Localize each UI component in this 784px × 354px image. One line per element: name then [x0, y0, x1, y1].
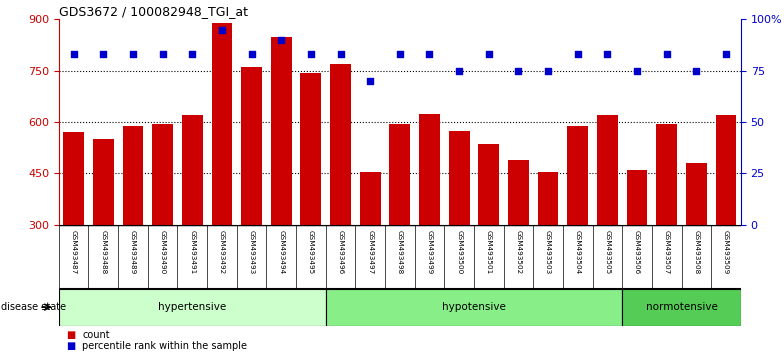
Bar: [122, 126, 143, 225]
Point: [631, 68, 644, 74]
Point: [572, 52, 584, 57]
Point: [423, 52, 436, 57]
Text: GSM493498: GSM493498: [397, 230, 403, 274]
Text: GSM493495: GSM493495: [308, 230, 314, 274]
Text: GSM493506: GSM493506: [634, 230, 640, 274]
Text: GSM493503: GSM493503: [545, 230, 551, 274]
Bar: [419, 114, 440, 225]
Point: [542, 68, 554, 74]
Bar: [325, 289, 622, 326]
Text: GSM493505: GSM493505: [604, 230, 611, 274]
Text: GSM493499: GSM493499: [426, 230, 433, 274]
Point: [364, 78, 376, 84]
Text: count: count: [82, 330, 110, 339]
Bar: [716, 115, 736, 225]
Text: ■: ■: [66, 341, 75, 351]
Bar: [656, 124, 677, 225]
Text: GSM493507: GSM493507: [664, 230, 670, 274]
Text: GSM493489: GSM493489: [130, 230, 136, 274]
Bar: [212, 23, 232, 225]
Bar: [93, 139, 114, 225]
Text: GSM493509: GSM493509: [723, 230, 729, 274]
Text: GDS3672 / 100082948_TGI_at: GDS3672 / 100082948_TGI_at: [59, 5, 248, 18]
Text: GSM493488: GSM493488: [100, 230, 107, 274]
Text: GSM493502: GSM493502: [515, 230, 521, 274]
Text: ■: ■: [66, 330, 75, 339]
Point: [275, 37, 288, 43]
Point: [660, 52, 673, 57]
Text: GSM493493: GSM493493: [249, 230, 255, 274]
Bar: [270, 36, 292, 225]
Text: hypertensive: hypertensive: [158, 302, 227, 312]
Bar: [330, 64, 351, 225]
Point: [453, 68, 466, 74]
Point: [127, 52, 140, 57]
Text: GSM493494: GSM493494: [278, 230, 285, 274]
Point: [394, 52, 406, 57]
Text: disease state: disease state: [1, 302, 66, 312]
Bar: [360, 172, 380, 225]
Text: GSM493492: GSM493492: [219, 230, 225, 274]
Bar: [686, 163, 706, 225]
Point: [720, 52, 732, 57]
Bar: [538, 172, 558, 225]
Bar: [568, 126, 588, 225]
Text: GSM493500: GSM493500: [456, 230, 462, 274]
Bar: [241, 67, 262, 225]
Text: GSM493491: GSM493491: [189, 230, 195, 274]
Bar: [152, 124, 173, 225]
Text: GSM493487: GSM493487: [71, 230, 77, 274]
Text: hypotensive: hypotensive: [442, 302, 506, 312]
Point: [512, 68, 524, 74]
Text: GSM493497: GSM493497: [367, 230, 373, 274]
Point: [601, 52, 614, 57]
Bar: [300, 73, 321, 225]
Bar: [478, 144, 499, 225]
Bar: [597, 115, 618, 225]
Bar: [59, 289, 325, 326]
Point: [245, 52, 258, 57]
Point: [482, 52, 495, 57]
Bar: [182, 115, 202, 225]
Point: [216, 27, 228, 33]
Text: normotensive: normotensive: [646, 302, 717, 312]
Text: GSM493496: GSM493496: [338, 230, 343, 274]
Text: GSM493501: GSM493501: [486, 230, 492, 274]
Point: [97, 52, 110, 57]
Point: [156, 52, 169, 57]
Bar: [622, 289, 741, 326]
Bar: [508, 160, 529, 225]
Text: GSM493504: GSM493504: [575, 230, 581, 274]
Point: [67, 52, 80, 57]
Bar: [448, 131, 470, 225]
Point: [186, 52, 198, 57]
Point: [334, 52, 347, 57]
Bar: [390, 124, 410, 225]
Bar: [64, 132, 84, 225]
Text: GSM493508: GSM493508: [693, 230, 699, 274]
Point: [690, 68, 702, 74]
Bar: [626, 170, 648, 225]
Text: GSM493490: GSM493490: [160, 230, 165, 274]
Text: percentile rank within the sample: percentile rank within the sample: [82, 341, 247, 351]
Point: [305, 52, 318, 57]
